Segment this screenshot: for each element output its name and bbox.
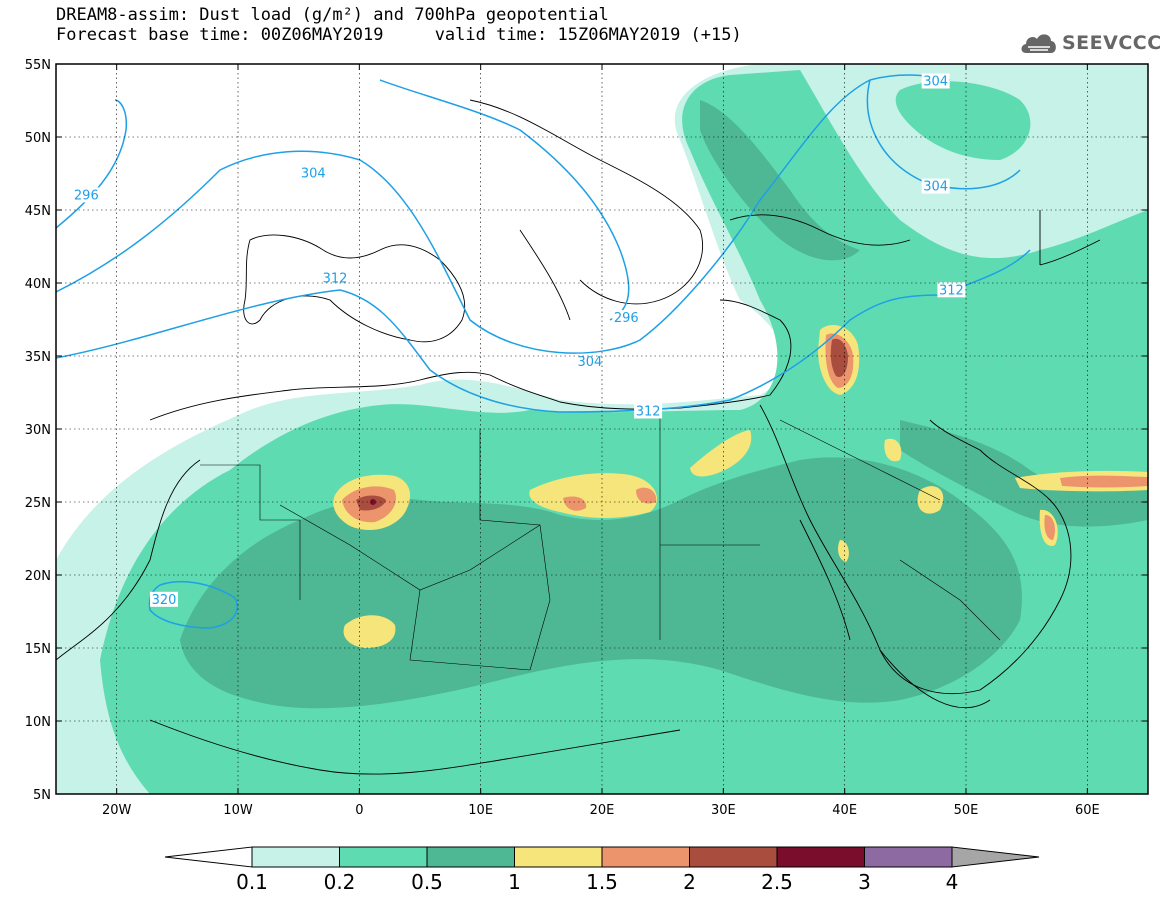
colorbar-level-label: 0.1 <box>236 870 268 894</box>
colorbar-swatch <box>251 846 340 868</box>
lat-tick-label: 25N <box>25 496 51 511</box>
contour-label: 312 <box>636 404 661 419</box>
contour-label: 304 <box>301 167 326 182</box>
lon-tick-label: 20E <box>590 803 615 818</box>
contour-label-background <box>612 310 641 326</box>
colorbar-swatch <box>601 846 690 868</box>
colorbar-level-label: 4 <box>946 870 959 894</box>
lat-tick-label: 40N <box>25 277 51 292</box>
map-title: DREAM8-assim: Dust load (g/m²) and 700hP… <box>56 5 609 25</box>
contour-label-background <box>299 165 328 181</box>
lat-tick-label: 5N <box>33 788 51 803</box>
contour-label-background <box>937 282 966 298</box>
lon-tick-label: 0 <box>355 803 363 818</box>
lon-tick-label: 10W <box>223 803 253 818</box>
colorbar-level-label: 3 <box>858 870 871 894</box>
colorbar-level-label: 0.5 <box>411 870 443 894</box>
colorbar-swatch <box>689 846 778 868</box>
contour-label: 312 <box>939 283 964 298</box>
contour-label-background <box>321 270 350 286</box>
colorbar-swatch <box>514 846 603 868</box>
lon-tick-label: 40E <box>832 803 857 818</box>
lon-tick-label: 20W <box>102 803 132 818</box>
contour-label: 312 <box>323 272 348 287</box>
colorbar-swatch <box>426 846 515 868</box>
colorbar: 0.1 0.2 0.5 1 1.5 2 2.5 3 4 <box>164 846 1040 894</box>
cloud-logo-icon <box>1021 34 1056 53</box>
lon-tick-label: 60E <box>1075 803 1100 818</box>
contour-label-background <box>72 187 101 203</box>
contour-label: 296 <box>614 311 639 326</box>
lat-tick-label: 30N <box>25 423 51 438</box>
coastlines <box>56 99 1101 775</box>
colorbar-under-triangle <box>164 846 253 868</box>
contour-label-background <box>575 353 604 369</box>
contour-label: 304 <box>923 75 948 90</box>
lat-tick-label: 35N <box>25 350 51 365</box>
dust-level-2.5 <box>370 499 376 505</box>
colorbar-swatch <box>776 846 865 868</box>
geopotential-contours <box>56 74 1031 629</box>
contour-label: 320 <box>152 593 177 608</box>
lat-lon-gridlines <box>56 64 1148 794</box>
contour-label-background <box>921 178 950 194</box>
lat-tick-label: 15N <box>25 642 51 657</box>
colorbar-level-label: 0.2 <box>324 870 356 894</box>
colorbar-swatch <box>864 846 953 868</box>
contour-label: 304 <box>577 355 602 370</box>
lon-tick-label: 30E <box>711 803 736 818</box>
logo-text: SEEVCCC <box>1062 32 1162 54</box>
lat-tick-label: 45N <box>25 204 51 219</box>
lat-tick-label: 55N <box>25 58 51 73</box>
lon-tick-label: 10E <box>468 803 493 818</box>
seevccc-logo: SEEVCCC <box>1018 27 1161 59</box>
lat-tick-label: 10N <box>25 715 51 730</box>
longitude-axis: 20W 10W 0 10E 20E 30E 40E 50E 60E <box>102 64 1100 818</box>
colorbar-level-label: 1.5 <box>586 870 618 894</box>
colorbar-level-label: 2 <box>683 870 696 894</box>
forecast-time-subtitle: Forecast base time: 00Z06MAY2019 valid t… <box>56 25 742 45</box>
colorbar-level-label: 2.5 <box>761 870 793 894</box>
contour-label: 296 <box>74 188 99 203</box>
lat-tick-label: 20N <box>25 569 51 584</box>
contour-label-background <box>149 591 178 607</box>
colorbar-level-label: 1 <box>508 870 521 894</box>
contour-label: 304 <box>923 180 948 195</box>
country-borders <box>200 410 1001 671</box>
colorbar-swatch <box>339 846 428 868</box>
lat-tick-label: 50N <box>25 131 51 146</box>
colorbar-over-triangle <box>951 846 1040 868</box>
contour-label-background <box>921 73 950 89</box>
lon-tick-label: 50E <box>954 803 979 818</box>
contour-labels: 296 304 304 304 312 312 312 304 296 320 <box>72 73 966 608</box>
latitude-axis: 55N 50N 45N 40N 35N 30N 25N 20N 15N 10N 5N <box>25 58 1148 803</box>
contour-label-background <box>634 403 663 419</box>
